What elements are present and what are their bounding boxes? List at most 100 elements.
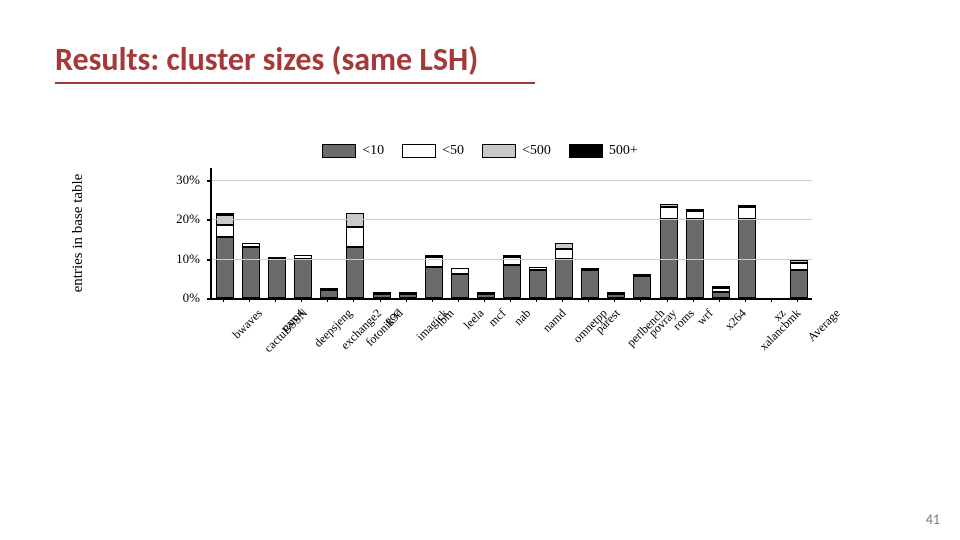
xtick-mark: [223, 298, 224, 302]
xtick-mark: [406, 298, 407, 302]
bar-segment: [477, 294, 495, 298]
xtick-label: mcf: [485, 306, 509, 330]
bar-segment: [346, 247, 364, 298]
xtick-mark: [275, 298, 276, 302]
bar-segment: [425, 267, 443, 299]
xtick-label: leela: [460, 306, 487, 333]
legend-label: <10: [362, 143, 384, 159]
bar-group: [451, 268, 469, 298]
legend-item: <500: [482, 143, 551, 159]
bar-group: [712, 286, 730, 298]
xtick-label: bwaves: [230, 306, 266, 342]
gridline: [212, 259, 812, 260]
xtick-mark: [380, 298, 381, 302]
bar-segment: [320, 290, 338, 298]
legend-swatch: [482, 144, 516, 158]
bar-segment: [216, 237, 234, 298]
bar-group: [633, 274, 651, 298]
ytick-mark: [207, 298, 212, 300]
bar-segment: [216, 215, 234, 225]
xtick-mark: [536, 298, 537, 302]
bar-group: [373, 292, 391, 298]
xtick-mark: [458, 298, 459, 302]
legend-item: 500+: [569, 143, 638, 159]
xtick-mark: [562, 298, 563, 302]
bar-segment: [581, 270, 599, 298]
bars-layer: [212, 168, 812, 298]
bar-segment: [451, 274, 469, 298]
bar-segment: [294, 259, 312, 298]
legend-item: <50: [402, 143, 464, 159]
bar-segment: [216, 225, 234, 237]
bar-group: [294, 255, 312, 298]
ytick-label: 10%: [130, 251, 200, 267]
xtick-label: wrf: [693, 306, 715, 328]
bar-segment: [555, 259, 573, 298]
bar-segment: [555, 249, 573, 259]
bar-segment: [790, 263, 808, 271]
bar-group: [607, 292, 625, 298]
xtick-mark: [510, 298, 511, 302]
bar-group: [790, 260, 808, 298]
bar-segment: [738, 207, 756, 219]
bar-group: [268, 257, 286, 298]
legend-swatch: [569, 144, 603, 158]
bar-group: [425, 255, 443, 298]
bar-segment: [399, 294, 417, 298]
bar-segment: [503, 265, 521, 298]
bar-segment: [346, 213, 364, 227]
bar-segment: [529, 270, 547, 298]
bar-segment: [712, 292, 730, 298]
y-axis-label: entries in base table: [70, 168, 90, 298]
xtick-mark: [432, 298, 433, 302]
ytick-label: 20%: [130, 211, 200, 227]
xtick-mark: [640, 298, 641, 302]
chart-legend: <10 <50 <500 500+: [250, 140, 710, 162]
xtick-mark: [797, 298, 798, 302]
gridline: [212, 219, 812, 220]
xtick-label: Average: [805, 306, 844, 345]
xtick-mark: [353, 298, 354, 302]
bar-group: [320, 288, 338, 298]
xtick-mark: [588, 298, 589, 302]
cluster-size-chart: <10<50<500500+ entries in base table 0%1…: [130, 140, 830, 400]
plot-area: [210, 168, 812, 300]
xtick-mark: [719, 298, 720, 302]
bar-segment: [242, 247, 260, 298]
bar-segment: [790, 270, 808, 298]
bar-segment: [268, 259, 286, 298]
bar-segment: [633, 276, 651, 298]
ytick-label: 30%: [130, 172, 200, 188]
xtick-mark: [614, 298, 615, 302]
bar-group: [529, 267, 547, 299]
bar-group: [581, 268, 599, 298]
bar-segment: [373, 294, 391, 298]
legend-item: <10: [322, 143, 384, 159]
ytick-mark: [207, 219, 212, 221]
bar-segment: [660, 207, 678, 219]
bar-group: [686, 209, 704, 298]
page-number: 41: [926, 511, 940, 528]
xtick-mark: [301, 298, 302, 302]
slide-title: Results: cluster sizes (same LSH): [55, 40, 478, 79]
bar-group: [477, 292, 495, 298]
legend-label: 500+: [609, 143, 638, 159]
bar-group: [399, 292, 417, 298]
bar-group: [555, 243, 573, 298]
xtick-label: namd: [540, 306, 569, 335]
bar-group: [503, 255, 521, 298]
bar-segment: [607, 294, 625, 298]
legend-swatch: [402, 144, 436, 158]
xtick-mark: [327, 298, 328, 302]
title-underline: [55, 82, 535, 84]
bar-segment: [346, 227, 364, 247]
xtick-mark: [667, 298, 668, 302]
legend-label: <50: [442, 143, 464, 159]
bar-group: [242, 243, 260, 298]
legend-swatch: [322, 144, 356, 158]
xtick-label: nab: [511, 306, 534, 329]
xtick-mark: [484, 298, 485, 302]
gridline: [212, 180, 812, 181]
xtick-mark: [249, 298, 250, 302]
slide-title-text: Results: cluster sizes (same LSH): [55, 40, 478, 79]
